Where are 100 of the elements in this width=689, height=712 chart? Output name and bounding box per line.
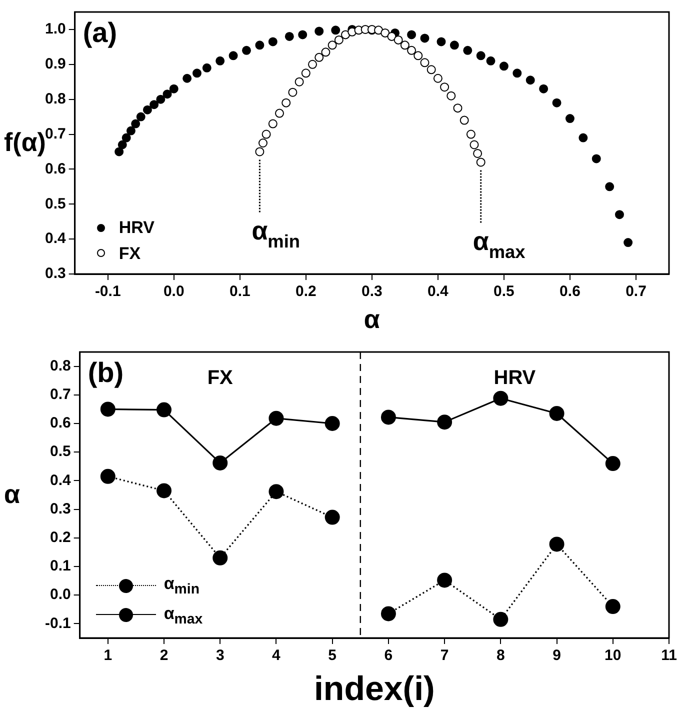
point [450,40,459,50]
point [142,105,152,114]
y-tick-label: 0.7 [50,386,71,404]
point [288,88,298,97]
point [314,52,324,62]
point [136,112,146,122]
x-tick-label: 6 [384,647,393,664]
point [436,37,446,46]
point [605,456,620,472]
point [308,60,318,69]
point [473,148,482,158]
point [118,140,127,150]
point [294,77,304,86]
point [162,90,172,99]
point [437,414,452,430]
y-tick-label: 0.3 [50,500,71,518]
point [493,390,508,406]
point [460,116,469,125]
point [466,130,476,139]
point [216,56,225,66]
y-tick-label: -0.1 [44,614,71,632]
point [486,56,496,66]
legend-label: α$_{min}$ [164,573,200,600]
x-tick-label: 1 [104,647,112,664]
point [539,84,548,94]
point [192,68,202,78]
point [463,46,472,55]
point [437,572,452,588]
point [476,51,486,60]
y-tick-label: 0.8 [50,357,71,374]
point [426,65,436,74]
point [380,28,390,38]
annotation: (b) [88,357,124,388]
point [212,550,228,566]
y-tick-label: 1.0 [44,20,66,38]
x-tick-label: 5 [328,647,337,664]
x-tick-label: 0.7 [626,283,646,300]
annotation: FX [207,367,234,389]
y-tick-label: 0.0 [50,586,71,604]
point [156,94,166,104]
x-tick-label: 2 [160,647,168,664]
point [314,26,324,36]
y-tick-label: 0.8 [44,90,66,108]
point [258,138,268,148]
point [268,37,278,46]
point [114,147,124,156]
point [614,210,624,220]
point [440,82,450,92]
x-tick-label: 0.0 [163,283,184,300]
x-tick-label: 4 [272,647,282,664]
y-tick-label: 0.7 [44,125,66,142]
point [549,536,564,552]
point [284,32,294,41]
point [324,416,340,431]
point [331,26,340,35]
legend-label: HRV [118,217,154,239]
point [202,63,212,72]
y-tick-label: 0.4 [44,230,66,248]
point [334,35,344,44]
y-tick-label: 0.5 [44,195,66,212]
x-tick-label: -0.1 [94,283,121,300]
point [169,84,178,94]
point [100,468,116,484]
y-axis-title: α [4,479,20,509]
x-tick-label: 0.1 [229,283,250,300]
legend-label: α$_{max}$ [164,602,203,630]
point [126,126,136,136]
x-tick-label: 0.6 [560,283,580,300]
point [433,74,442,83]
point [156,483,172,498]
annotation: (a) [82,17,118,48]
y-tick-label: 0.3 [44,265,66,282]
point [242,46,251,55]
point [122,133,131,142]
x-axis-title: index(i) [314,670,435,708]
x-tick-label: 7 [440,647,449,664]
x-tick-label: 0.2 [295,283,316,300]
x-tick-label: 11 [661,647,677,664]
point [268,410,284,426]
point [324,510,340,525]
point [624,238,633,248]
point [394,35,403,44]
point [321,48,330,57]
point [592,154,601,164]
point [493,612,508,627]
point [605,182,614,192]
x-tick-label: 10 [604,647,622,664]
point [407,30,416,40]
point [380,606,396,622]
y-tick-label: 0.6 [44,160,66,178]
point [512,68,522,78]
point [420,34,430,43]
point [380,410,396,425]
point [565,114,574,124]
point [156,402,172,418]
point [255,40,264,50]
annotation: HRV [494,367,536,389]
point [387,32,396,41]
point [526,76,535,85]
point [228,51,238,60]
